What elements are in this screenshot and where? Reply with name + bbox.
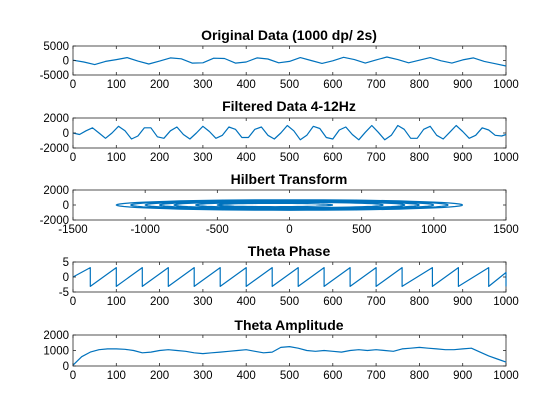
x-tick-label: 400	[237, 296, 256, 308]
plot-title: Hilbert Transform	[231, 171, 348, 187]
x-tick-label: 700	[367, 370, 386, 382]
plot-axes-box	[72, 45, 507, 76]
x-tick-label: 0	[70, 152, 76, 164]
x-tick-label: 900	[453, 370, 472, 382]
plot-ticks: 0 100 200 300 400 500 600 700 800 900 1000-2000020…	[40, 113, 519, 164]
x-tick-label: 1000	[493, 79, 519, 91]
series-line	[115, 199, 464, 211]
subplot-theta-amplitude: Theta Amplitude 0 100 200 300 400 500 600 700 80…	[43, 317, 518, 382]
x-tick-label: 500	[280, 152, 299, 164]
x-tick-label: 900	[453, 296, 472, 308]
y-tick-label: 5	[63, 257, 69, 269]
plot-axes-box	[72, 261, 507, 293]
y-tick-label: 0	[63, 272, 69, 284]
x-tick-label: 200	[150, 296, 169, 308]
x-tick-label: 0	[286, 224, 292, 236]
x-tick-label: 500	[280, 370, 299, 382]
x-tick-label: 100	[107, 370, 126, 382]
plot-title: Original Data (1000 dp/ 2s)	[201, 27, 377, 43]
y-tick-label: -2000	[40, 143, 69, 155]
x-tick-label: 300	[193, 296, 212, 308]
x-tick-label: 800	[410, 296, 429, 308]
x-tick-label: 0	[70, 370, 76, 382]
plot-marks	[72, 56, 507, 67]
x-tick-label: 400	[237, 370, 256, 382]
x-tick-label: 200	[150, 152, 169, 164]
plot-axes-box	[72, 117, 507, 149]
plot-axes-box	[72, 334, 507, 367]
x-tick-label: 600	[323, 152, 342, 164]
x-tick-label: 1000	[493, 296, 519, 308]
x-tick-label: 600	[323, 370, 342, 382]
x-tick-label: 600	[323, 296, 342, 308]
subplot-filtered-data: Filtered Data 4-12Hz 0 100 200 300 400 500 600…	[40, 98, 519, 164]
y-tick-label: 0	[63, 56, 69, 68]
subplot-original-data: Original Data (1000 dp/ 2s) 0 100 200 300 40…	[40, 27, 519, 91]
x-tick-label: -1000	[130, 224, 159, 236]
x-tick-label: 900	[453, 79, 472, 91]
series-line	[72, 267, 507, 287]
y-tick-label: 2000	[43, 330, 69, 342]
x-tick-label: 1000	[493, 370, 519, 382]
x-tick-label: 300	[193, 370, 212, 382]
y-tick-label: 2000	[43, 185, 69, 197]
plot-marks	[72, 124, 507, 141]
x-tick-label: 200	[150, 370, 169, 382]
series-line	[72, 346, 507, 366]
subplot-hilbert-transform: Hilbert Transform -1500 -1000 -500 0 500 1000…	[40, 171, 519, 236]
plot-ticks: 0 100 200 300 400 500 600 700 800 900 1000-505	[59, 257, 519, 308]
x-tick-label: 600	[323, 79, 342, 91]
x-tick-label: 100	[107, 79, 126, 91]
plot-marks	[72, 267, 507, 287]
x-tick-label: -500	[206, 224, 229, 236]
series-line	[72, 56, 507, 67]
x-tick-label: 400	[237, 79, 256, 91]
x-tick-label: 500	[352, 224, 371, 236]
x-tick-label: 1000	[421, 224, 447, 236]
x-tick-label: 0	[70, 79, 76, 91]
x-tick-label: 300	[193, 79, 212, 91]
plot-axes-box	[72, 189, 507, 221]
plot-ticks: 0 100 200 300 400 500 600 700 800 900 1000-5000050…	[40, 41, 519, 91]
y-tick-label: 0	[63, 128, 69, 140]
x-tick-label: 500	[280, 79, 299, 91]
x-tick-label: 1500	[493, 224, 519, 236]
y-tick-label: 0	[63, 361, 69, 373]
y-tick-label: -5	[59, 287, 69, 299]
y-tick-label: -2000	[40, 215, 69, 227]
x-tick-label: 100	[107, 296, 126, 308]
x-tick-label: 100	[107, 152, 126, 164]
x-tick-label: 1000	[493, 152, 519, 164]
series-line	[72, 124, 507, 141]
x-tick-label: 300	[193, 152, 212, 164]
plot-ticks: 0 100 200 300 400 500 600 700 800 900 100001000200…	[43, 330, 518, 382]
x-tick-label: 700	[367, 79, 386, 91]
plot-title: Theta Amplitude	[234, 317, 343, 333]
x-tick-label: 800	[410, 79, 429, 91]
y-tick-label: 1000	[43, 346, 69, 358]
subplot-theta-phase: Theta Phase 0 100 200 300 400 500 600 700 800 900…	[59, 243, 519, 308]
x-tick-label: 200	[150, 79, 169, 91]
plot-marks	[115, 199, 464, 211]
y-tick-label: 2000	[43, 113, 69, 125]
x-tick-label: -1500	[58, 224, 87, 236]
x-tick-label: 700	[367, 152, 386, 164]
plot-title: Filtered Data 4-12Hz	[222, 98, 356, 114]
x-tick-label: 500	[280, 296, 299, 308]
plot-ticks: -1500 -1000 -500 0 500 1000 1500 -2000 0 2000	[40, 185, 519, 236]
x-tick-label: 0	[70, 296, 76, 308]
x-tick-label: 800	[410, 370, 429, 382]
y-tick-label: 0	[63, 200, 69, 212]
plot-marks	[72, 346, 507, 366]
plot-title: Theta Phase	[248, 243, 331, 259]
x-tick-label: 800	[410, 152, 429, 164]
x-tick-label: 900	[453, 152, 472, 164]
x-tick-label: 400	[237, 152, 256, 164]
y-tick-label: 5000	[43, 41, 69, 53]
x-tick-label: 700	[367, 296, 386, 308]
y-tick-label: -5000	[40, 70, 69, 82]
